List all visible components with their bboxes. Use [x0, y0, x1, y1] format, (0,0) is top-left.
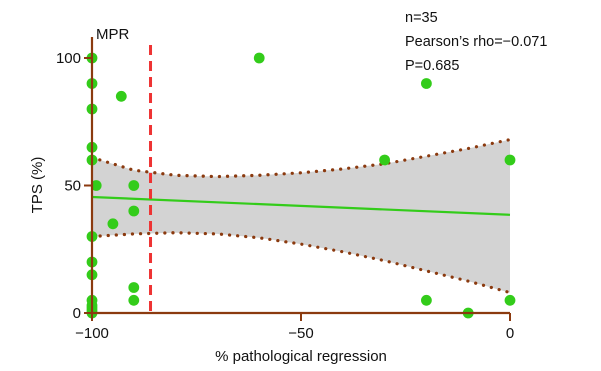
regression-line [91, 195, 511, 216]
confidence-band-lower [90, 231, 512, 295]
mpr-label: MPR [96, 26, 130, 43]
data-point [107, 218, 119, 230]
data-point [90, 180, 102, 191]
x-axis-title: % pathological regression [215, 348, 387, 365]
data-point [115, 90, 127, 102]
data-point [379, 154, 390, 166]
axes-layer [84, 37, 511, 321]
fit-line-layer [91, 195, 511, 216]
data-point [253, 52, 265, 64]
data-point [128, 294, 140, 306]
y-axis-title: TPS (%) [29, 157, 46, 214]
y-tick-label: 0 [73, 305, 81, 322]
x-tick-label: −100 [75, 325, 109, 342]
confidence-band-fill [92, 139, 510, 293]
data-point [128, 205, 140, 217]
data-point [504, 154, 516, 166]
x-tick-label: −50 [288, 325, 313, 342]
data-point [128, 282, 140, 293]
stat-annotation: P=0.685 [405, 58, 459, 74]
confidence-band-upper [90, 138, 512, 179]
data-point [421, 294, 432, 306]
stat-annotation: Pearson’s rho=−0.071 [405, 34, 547, 50]
stat-annotation: n=35 [405, 10, 438, 26]
y-tick-label: 50 [64, 178, 81, 195]
data-point [421, 78, 432, 89]
data-point [504, 294, 516, 306]
confidence-band-layer [90, 138, 512, 295]
data-point [128, 180, 140, 191]
y-tick-label: 100 [56, 50, 81, 67]
x-tick-label: 0 [506, 325, 514, 342]
labels-layer: 0 50 100 −100 −50 0 % pathological regression T… [29, 10, 547, 365]
